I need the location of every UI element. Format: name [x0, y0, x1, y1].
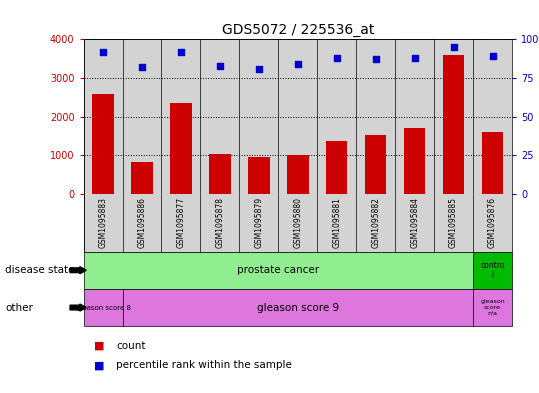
Text: disease state: disease state: [5, 265, 75, 275]
Point: [293, 61, 302, 67]
Text: GSM1095881: GSM1095881: [332, 197, 341, 248]
Bar: [317, 39, 356, 194]
Text: GSM1095880: GSM1095880: [293, 197, 302, 248]
Bar: [356, 39, 395, 194]
Point: [333, 55, 341, 61]
Text: GSM1095883: GSM1095883: [99, 197, 107, 248]
Bar: [395, 39, 434, 194]
Text: GSM1095882: GSM1095882: [371, 197, 380, 248]
Bar: [84, 39, 122, 194]
Text: GSM1095885: GSM1095885: [449, 197, 458, 248]
Text: percentile rank within the sample: percentile rank within the sample: [116, 360, 292, 371]
Point: [450, 44, 458, 50]
Bar: [201, 39, 239, 194]
Text: count: count: [116, 341, 146, 351]
Text: gleason score 9: gleason score 9: [257, 303, 339, 312]
Bar: [443, 55, 464, 194]
Bar: [473, 39, 512, 194]
Text: GSM1095878: GSM1095878: [216, 197, 224, 248]
Bar: [473, 252, 512, 289]
Point: [410, 55, 419, 61]
Bar: [122, 289, 473, 326]
Bar: [404, 129, 425, 194]
Bar: [248, 157, 270, 194]
Text: contro
l: contro l: [480, 261, 505, 280]
Bar: [287, 155, 308, 194]
Bar: [326, 141, 348, 194]
Text: ■: ■: [94, 360, 105, 371]
Text: other: other: [5, 303, 33, 312]
Text: GSM1095876: GSM1095876: [488, 197, 497, 248]
Text: prostate cancer: prostate cancer: [237, 265, 320, 275]
Point: [137, 64, 146, 70]
Bar: [434, 39, 473, 194]
Title: GDS5072 / 225536_at: GDS5072 / 225536_at: [222, 23, 374, 37]
Point: [99, 49, 107, 55]
Bar: [239, 39, 278, 194]
Bar: [278, 39, 317, 194]
Bar: [84, 289, 122, 326]
Bar: [162, 39, 201, 194]
Bar: [170, 103, 192, 194]
Text: gleason
score
n/a: gleason score n/a: [480, 299, 505, 316]
Text: GSM1095884: GSM1095884: [410, 197, 419, 248]
Point: [254, 66, 263, 72]
Bar: [209, 154, 231, 194]
Point: [488, 53, 497, 59]
Bar: [132, 162, 153, 194]
Text: GSM1095886: GSM1095886: [137, 197, 147, 248]
Bar: [365, 134, 386, 194]
Text: GSM1095877: GSM1095877: [176, 197, 185, 248]
Point: [371, 56, 380, 62]
Bar: [473, 289, 512, 326]
Text: ■: ■: [94, 341, 105, 351]
Bar: [122, 39, 162, 194]
Text: gleason score 8: gleason score 8: [75, 305, 130, 310]
Point: [216, 62, 224, 69]
Point: [177, 49, 185, 55]
Text: GSM1095879: GSM1095879: [254, 197, 264, 248]
Bar: [482, 132, 503, 194]
Bar: [92, 94, 114, 194]
